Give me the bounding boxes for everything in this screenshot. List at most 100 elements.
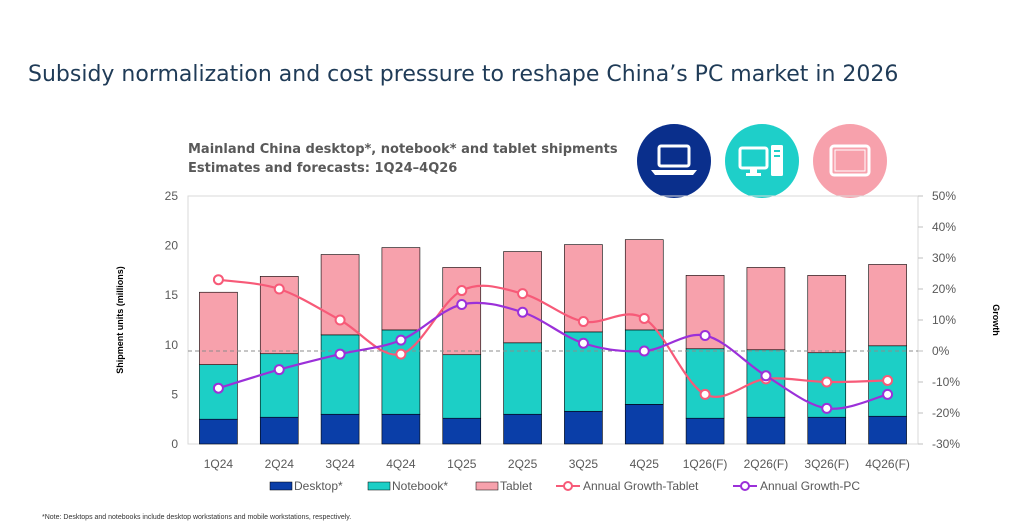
x-tick-label: 4Q26(F) bbox=[865, 457, 910, 471]
bar-notebook-4 bbox=[442, 354, 482, 419]
bar-desktop-4 bbox=[442, 417, 482, 445]
point-annualgrowthtablet-5 bbox=[517, 288, 529, 300]
bar-tablet-11 bbox=[868, 264, 907, 347]
y2-tick-label: 10% bbox=[932, 313, 956, 327]
legend-swatch-tablet bbox=[475, 481, 499, 491]
desktop-badge bbox=[725, 124, 799, 198]
point-annualgrowthpc-11 bbox=[882, 388, 894, 400]
y2-axis-title: Growth bbox=[991, 304, 1001, 336]
y2-tick-label: 50% bbox=[932, 189, 956, 203]
x-tick-label: 1Q24 bbox=[204, 457, 234, 471]
x-tick-label: 3Q25 bbox=[569, 457, 599, 471]
point-annualgrowthtablet-6 bbox=[577, 316, 589, 328]
point-annualgrowthtablet-11 bbox=[882, 374, 894, 386]
line-annualgrowthpc bbox=[218, 301, 888, 410]
bar-desktop-7 bbox=[624, 404, 664, 445]
x-tick-label: 1Q25 bbox=[447, 457, 477, 471]
bar-desktop-1 bbox=[259, 416, 299, 445]
point-annualgrowthpc-8 bbox=[699, 330, 711, 341]
point-annualgrowthpc-9 bbox=[760, 370, 772, 382]
point-annualgrowthpc-0 bbox=[212, 382, 224, 394]
y-tick-label: 0 bbox=[171, 437, 178, 451]
y-tick-label: 5 bbox=[171, 387, 178, 401]
bar-tablet-10 bbox=[807, 275, 847, 354]
bar-desktop-3 bbox=[381, 413, 421, 445]
bar-desktop-2 bbox=[320, 413, 360, 445]
legend-swatch-desktop bbox=[269, 481, 293, 491]
point-annualgrowthpc-6 bbox=[577, 337, 589, 349]
point-annualgrowthpc-10 bbox=[821, 402, 833, 414]
x-tick-label: 3Q24 bbox=[325, 457, 355, 471]
legend-label-annualgrowthpc: Annual Growth-PC bbox=[760, 479, 860, 493]
y2-tick-label: 30% bbox=[932, 251, 956, 265]
desktop-computer-icon bbox=[738, 145, 783, 176]
y2-tick-label: 40% bbox=[932, 220, 956, 234]
point-annualgrowthpc-2 bbox=[334, 348, 346, 360]
legend-marker-annualgrowthpc bbox=[740, 481, 750, 491]
legend-marker-annualgrowthtablet bbox=[563, 481, 573, 491]
footnote: *Note: Desktops and notebooks include de… bbox=[42, 514, 352, 521]
x-tick-label: 2Q26(F) bbox=[744, 457, 789, 471]
point-annualgrowthtablet-0 bbox=[212, 274, 224, 286]
point-annualgrowthtablet-8 bbox=[699, 388, 711, 400]
tablet-icon bbox=[829, 144, 871, 177]
x-tick-label: 4Q24 bbox=[386, 457, 416, 471]
y-tick-label: 10 bbox=[165, 338, 179, 352]
y-tick-label: 15 bbox=[165, 288, 179, 302]
line-annualgrowthtablet bbox=[218, 278, 888, 398]
bar-desktop-11 bbox=[868, 415, 907, 445]
y2-tick-label: 0% bbox=[932, 344, 950, 358]
x-tick-label: 3Q26(F) bbox=[804, 457, 849, 471]
point-annualgrowthtablet-2 bbox=[334, 314, 346, 326]
bar-tablet-4 bbox=[442, 267, 482, 356]
bar-desktop-10 bbox=[807, 416, 847, 445]
point-annualgrowthpc-7 bbox=[638, 345, 650, 357]
bar-desktop-8 bbox=[685, 417, 725, 445]
notebook-badge bbox=[637, 124, 711, 198]
point-annualgrowthpc-1 bbox=[273, 364, 285, 376]
y2-tick-label: -20% bbox=[932, 406, 960, 420]
bar-notebook-2 bbox=[320, 334, 360, 415]
point-annualgrowthpc-4 bbox=[456, 299, 468, 310]
y-tick-label: 25 bbox=[165, 189, 179, 203]
point-annualgrowthtablet-10 bbox=[821, 376, 833, 388]
bar-desktop-0 bbox=[199, 418, 238, 445]
bar-tablet-0 bbox=[199, 291, 238, 365]
point-annualgrowthtablet-1 bbox=[273, 283, 285, 295]
bar-notebook-1 bbox=[259, 353, 299, 418]
x-tick-label: 4Q25 bbox=[630, 457, 660, 471]
bar-tablet-9 bbox=[746, 267, 786, 351]
y-axis-title: Shipment units (millions) bbox=[115, 266, 125, 374]
bar-desktop-9 bbox=[746, 416, 786, 445]
legend-label-tablet: Tablet bbox=[500, 479, 533, 493]
bar-notebook-5 bbox=[503, 342, 542, 415]
point-annualgrowthtablet-7 bbox=[638, 312, 650, 324]
chart-subtitle: Estimates and forecasts: 1Q24–4Q26 bbox=[188, 161, 458, 176]
chart-heading: Mainland China desktop*, notebook* and t… bbox=[188, 140, 618, 178]
x-tick-label: 1Q26(F) bbox=[683, 457, 728, 471]
chart-title: Mainland China desktop*, notebook* and t… bbox=[188, 142, 618, 157]
bar-notebook-7 bbox=[624, 329, 664, 405]
point-annualgrowthtablet-4 bbox=[456, 285, 468, 297]
legend-label-desktop: Desktop* bbox=[294, 479, 343, 493]
bar-desktop-5 bbox=[503, 413, 542, 445]
tablet-badge bbox=[813, 124, 887, 198]
x-tick-label: 2Q25 bbox=[508, 457, 538, 471]
point-annualgrowthpc-3 bbox=[395, 334, 407, 346]
x-tick-label: 2Q24 bbox=[265, 457, 295, 471]
y2-tick-label: -10% bbox=[932, 375, 960, 389]
point-annualgrowthpc-5 bbox=[517, 306, 529, 318]
legend-swatch-notebook bbox=[367, 481, 391, 491]
y2-tick-label: -30% bbox=[932, 437, 960, 451]
legend-label-annualgrowthtablet: Annual Growth-Tablet bbox=[583, 479, 699, 493]
bar-tablet-3 bbox=[381, 247, 421, 331]
y-tick-label: 20 bbox=[165, 239, 179, 253]
legend-label-notebook: Notebook* bbox=[392, 479, 448, 493]
page-title: Subsidy normalization and cost pressure … bbox=[28, 62, 899, 87]
point-annualgrowthtablet-3 bbox=[395, 348, 407, 360]
y2-tick-label: 20% bbox=[932, 282, 956, 296]
bar-desktop-6 bbox=[564, 410, 603, 445]
laptop-icon bbox=[651, 144, 697, 175]
